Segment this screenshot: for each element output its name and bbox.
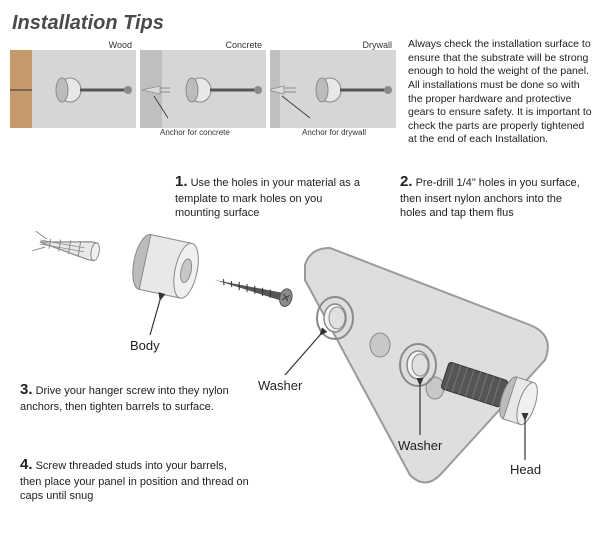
thumb-concrete-label: Concrete (225, 40, 262, 50)
thumb-drywall: Drywall Anchor for drywall (270, 40, 396, 140)
step-4: 4. Screw threaded studs into your barrel… (20, 455, 250, 503)
thumb-drywall-svg (270, 40, 396, 140)
step-2-num: 2. (400, 173, 413, 190)
thumb-wood: Wood (10, 40, 136, 140)
step-1: 1. Use the holes in your material as a t… (175, 172, 360, 220)
step-2-text: Pre-drill 1/4" holes in you surface, the… (400, 177, 580, 219)
step-3: 3. Drive your hanger screw into they nyl… (20, 380, 230, 414)
thumb-drywall-anchor: Anchor for drywall (302, 129, 366, 138)
label-head: Head (510, 462, 541, 477)
step-3-text: Drive your hanger screw into they nylon … (20, 385, 229, 413)
label-washer-2: Washer (398, 438, 442, 453)
thumb-drywall-label: Drywall (362, 40, 392, 50)
step-1-text: Use the holes in your material as a temp… (175, 177, 360, 219)
thumb-concrete-svg (140, 40, 266, 140)
step-1-num: 1. (175, 173, 188, 190)
thumb-concrete-anchor: Anchor for concrete (160, 129, 230, 138)
step-4-num: 4. (20, 456, 33, 473)
step-4-text: Screw threaded studs into your barrels, … (20, 460, 249, 502)
page-title: Installation Tips (12, 12, 164, 35)
thumb-wood-label: Wood (109, 40, 132, 50)
step-3-num: 3. (20, 381, 33, 398)
thumb-concrete: Concrete Anchor for concrete (140, 40, 266, 140)
step-2: 2. Pre-drill 1/4" holes in you surface, … (400, 172, 580, 220)
thumb-wood-svg (10, 40, 136, 140)
label-washer-1: Washer (258, 378, 302, 393)
intro-paragraph: Always check the installation surface to… (408, 38, 592, 147)
label-body: Body (130, 338, 160, 353)
main-diagram: 1. Use the holes in your material as a t… (0, 170, 600, 540)
